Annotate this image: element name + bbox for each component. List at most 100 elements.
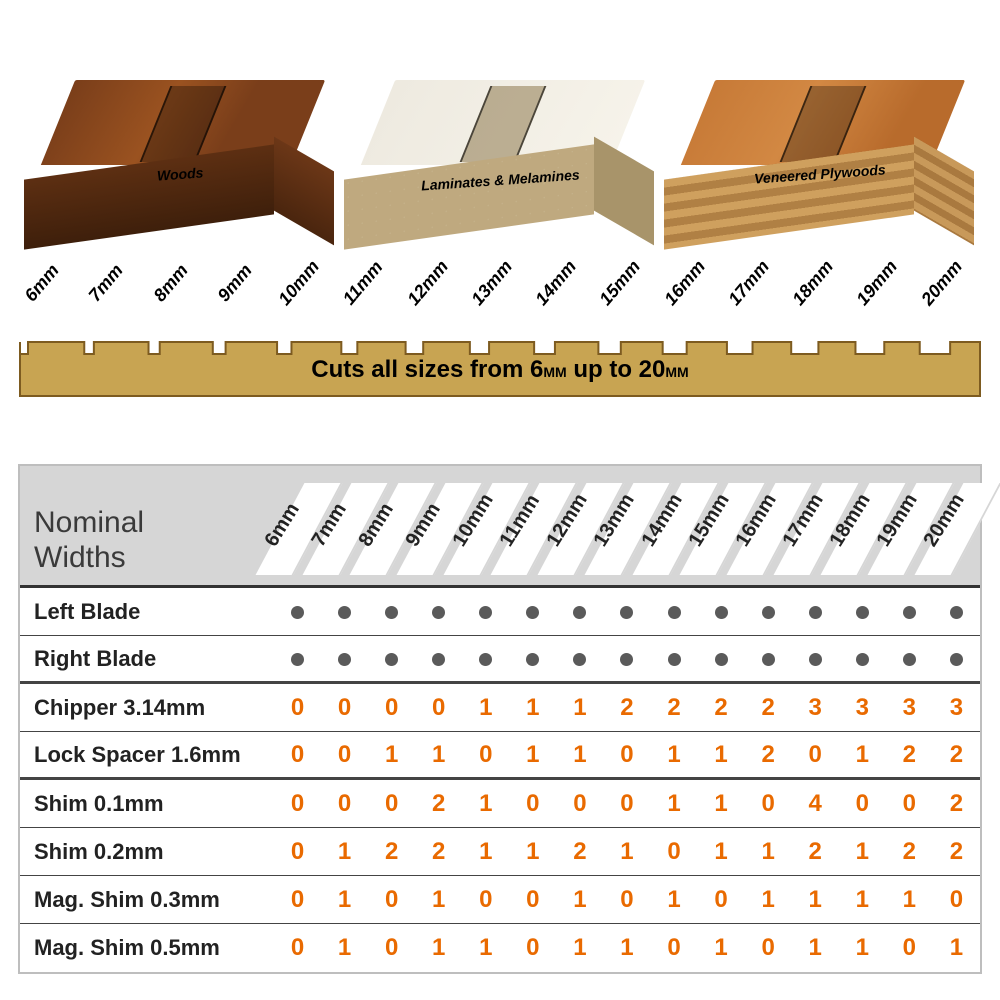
table-cell bbox=[462, 598, 509, 626]
table-cell: 1 bbox=[321, 838, 368, 866]
table-cell: 1 bbox=[556, 741, 603, 769]
row-cells bbox=[274, 598, 980, 626]
table-cell bbox=[698, 645, 745, 673]
row-cells: 012211210112122 bbox=[274, 838, 980, 866]
column-headers: 6mm7mm8mm9mm10mm11mm12mm13mm14mm15mm16mm… bbox=[274, 466, 980, 585]
table-cell: 3 bbox=[839, 694, 886, 722]
table-cell bbox=[839, 598, 886, 626]
table-cell bbox=[839, 645, 886, 673]
table-row: Mag. Shim 0.3mm010100101011110 bbox=[20, 876, 980, 924]
materials-row: Woods Laminates & Melamines Veneered Ply… bbox=[30, 20, 970, 230]
table-cell: 0 bbox=[321, 790, 368, 818]
table-cell: 2 bbox=[415, 838, 462, 866]
table-cell: 0 bbox=[415, 694, 462, 722]
table-cell: 1 bbox=[509, 741, 556, 769]
table-cell: 0 bbox=[462, 741, 509, 769]
material-laminates: Laminates & Melamines bbox=[350, 20, 650, 230]
table-cell: 1 bbox=[415, 934, 462, 962]
table-cell bbox=[886, 645, 933, 673]
table-cell: 3 bbox=[886, 694, 933, 722]
table-cell bbox=[745, 598, 792, 626]
laminate-block bbox=[370, 80, 630, 230]
table-row: Left Blade bbox=[20, 588, 980, 636]
plank-section: 6mm7mm8mm9mm10mm11mm12mm13mm14mm15mm16mm… bbox=[18, 260, 982, 420]
table-cell: 0 bbox=[509, 886, 556, 914]
row-cells: 010100101011110 bbox=[274, 886, 980, 914]
table-cell bbox=[933, 598, 980, 626]
table-cell: 1 bbox=[603, 934, 650, 962]
table-cell: 2 bbox=[933, 741, 980, 769]
table-corner-label: NominalWidths bbox=[34, 506, 274, 585]
table-cell: 0 bbox=[509, 790, 556, 818]
table-cell bbox=[321, 645, 368, 673]
table-cell bbox=[886, 598, 933, 626]
table-cell: 1 bbox=[368, 741, 415, 769]
table-cell bbox=[368, 598, 415, 626]
table-cell: 0 bbox=[603, 790, 650, 818]
table-cell: 0 bbox=[651, 934, 698, 962]
table-cell: 1 bbox=[792, 886, 839, 914]
table-cell: 0 bbox=[745, 790, 792, 818]
table-cell: 2 bbox=[698, 694, 745, 722]
table-cell: 2 bbox=[886, 741, 933, 769]
row-label: Chipper 3.14mm bbox=[34, 695, 274, 721]
table-cell: 1 bbox=[556, 694, 603, 722]
table-cell bbox=[321, 598, 368, 626]
table-cell: 0 bbox=[792, 741, 839, 769]
table-cell: 1 bbox=[933, 934, 980, 962]
table-cell bbox=[462, 645, 509, 673]
caption-mm-2: MM bbox=[665, 364, 688, 380]
table-cell: 0 bbox=[321, 694, 368, 722]
table-cell bbox=[603, 645, 650, 673]
table-cell: 1 bbox=[839, 886, 886, 914]
row-label: Left Blade bbox=[34, 599, 274, 625]
table-cell: 0 bbox=[462, 886, 509, 914]
table-cell: 0 bbox=[274, 934, 321, 962]
table-row: Shim 0.2mm012211210112122 bbox=[20, 828, 980, 876]
table-cell: 1 bbox=[462, 694, 509, 722]
table-cell: 1 bbox=[698, 838, 745, 866]
table-cell: 2 bbox=[603, 694, 650, 722]
table-cell: 1 bbox=[745, 886, 792, 914]
table-cell: 2 bbox=[792, 838, 839, 866]
table-cell: 3 bbox=[933, 694, 980, 722]
table-row: Right Blade bbox=[20, 636, 980, 684]
row-cells: 000011122223333 bbox=[274, 694, 980, 722]
table-cell: 0 bbox=[556, 790, 603, 818]
table-cell: 1 bbox=[698, 934, 745, 962]
table-cell: 1 bbox=[651, 790, 698, 818]
table-cell bbox=[556, 598, 603, 626]
table-cell: 2 bbox=[651, 694, 698, 722]
table-cell: 0 bbox=[509, 934, 556, 962]
table-cell: 2 bbox=[886, 838, 933, 866]
table-cell: 4 bbox=[792, 790, 839, 818]
table-cell bbox=[603, 598, 650, 626]
plywood-block bbox=[690, 80, 950, 230]
widths-table: NominalWidths 6mm7mm8mm9mm10mm11mm12mm13… bbox=[18, 464, 982, 974]
table-cell: 0 bbox=[933, 886, 980, 914]
table-cell: 2 bbox=[933, 790, 980, 818]
row-label: Shim 0.2mm bbox=[34, 839, 274, 865]
table-cell bbox=[415, 645, 462, 673]
table-cell: 0 bbox=[839, 790, 886, 818]
table-cell bbox=[274, 645, 321, 673]
table-cell: 0 bbox=[603, 741, 650, 769]
row-label: Mag. Shim 0.3mm bbox=[34, 887, 274, 913]
table-cell: 2 bbox=[745, 741, 792, 769]
table-cell: 1 bbox=[462, 838, 509, 866]
table-cell: 0 bbox=[368, 934, 415, 962]
table-cell: 1 bbox=[321, 886, 368, 914]
table-cell: 1 bbox=[651, 741, 698, 769]
table-cell: 0 bbox=[368, 694, 415, 722]
wood-block bbox=[50, 80, 310, 230]
table-cell: 1 bbox=[462, 934, 509, 962]
table-cell bbox=[651, 598, 698, 626]
table-cell: 0 bbox=[651, 838, 698, 866]
caption-text-2: up to 20 bbox=[567, 356, 666, 383]
table-cell: 0 bbox=[321, 741, 368, 769]
table-cell bbox=[745, 645, 792, 673]
table-cell: 0 bbox=[886, 790, 933, 818]
table-cell bbox=[274, 598, 321, 626]
table-cell bbox=[509, 645, 556, 673]
table-cell: 1 bbox=[415, 886, 462, 914]
